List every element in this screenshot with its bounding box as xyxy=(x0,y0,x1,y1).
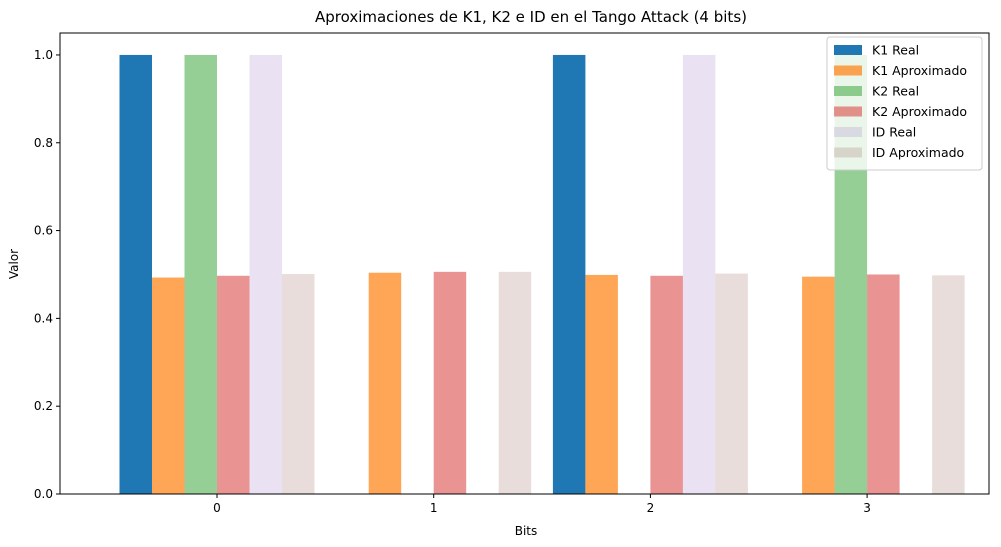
bar-k2-aproximado-3 xyxy=(867,274,900,494)
y-tick-label: 0.2 xyxy=(34,399,53,413)
legend-swatch xyxy=(834,106,862,117)
bar-k1-aproximado-0 xyxy=(152,277,185,494)
y-tick-label: 0.6 xyxy=(34,224,53,238)
bar-k1-aproximado-3 xyxy=(802,276,835,494)
legend-swatch xyxy=(834,147,862,158)
bar-id-aproximado-1 xyxy=(498,271,532,494)
bar-id-aproximado-0 xyxy=(282,274,315,494)
legend-label: K2 Aproximado xyxy=(872,104,967,119)
chart-title: Aproximaciones de K1, K2 e ID en el Tang… xyxy=(315,8,747,26)
x-axis-label: Bits xyxy=(515,524,538,538)
legend: K1 Real K1 Aproximado K2 Real K2 Aproximado… xyxy=(826,36,983,171)
y-axis-label: Valor xyxy=(7,249,21,279)
bar-k1-real-2 xyxy=(552,54,586,494)
bar-k1-aproximado-1 xyxy=(368,272,402,494)
plot-frame xyxy=(59,32,990,495)
x-axis: 0 1 2 3 xyxy=(213,494,871,515)
bars-group xyxy=(119,54,965,494)
x-tick-label: 1 xyxy=(430,501,438,515)
y-tick-label: 1.0 xyxy=(34,48,53,62)
x-tick-label: 2 xyxy=(647,501,655,515)
x-tick-label: 0 xyxy=(213,501,221,515)
bar-id-aproximado-2 xyxy=(715,273,748,494)
legend-label: K1 Real xyxy=(872,43,919,58)
bar-k2-aproximado-0 xyxy=(217,275,250,494)
legend-label: K2 Real xyxy=(872,84,919,99)
y-axis: 0.0 0.2 0.4 0.6 0.8 1.0 xyxy=(34,48,60,501)
legend-box xyxy=(826,36,983,171)
y-tick-label: 0.0 xyxy=(34,487,53,501)
bar-id-aproximado-3 xyxy=(932,275,965,494)
bar-id-real-0 xyxy=(249,54,282,494)
bar-k2-real-0 xyxy=(184,54,217,494)
bar-k1-aproximado-2 xyxy=(585,274,618,494)
bar-id-real-2 xyxy=(682,54,716,494)
legend-label: ID Real xyxy=(872,125,916,140)
legend-label: ID Aproximado xyxy=(872,145,964,160)
legend-swatch xyxy=(834,86,862,96)
bar-k2-aproximado-2 xyxy=(650,275,683,494)
legend-swatch xyxy=(834,127,862,137)
y-tick-label: 0.8 xyxy=(34,136,53,150)
x-tick-label: 3 xyxy=(863,501,871,515)
bar-k2-aproximado-1 xyxy=(433,271,467,494)
y-tick-label: 0.4 xyxy=(34,311,53,325)
legend-swatch xyxy=(834,45,862,55)
legend-swatch xyxy=(834,65,862,76)
bar-k1-real-0 xyxy=(119,54,152,494)
legend-label: K1 Aproximado xyxy=(872,63,967,78)
